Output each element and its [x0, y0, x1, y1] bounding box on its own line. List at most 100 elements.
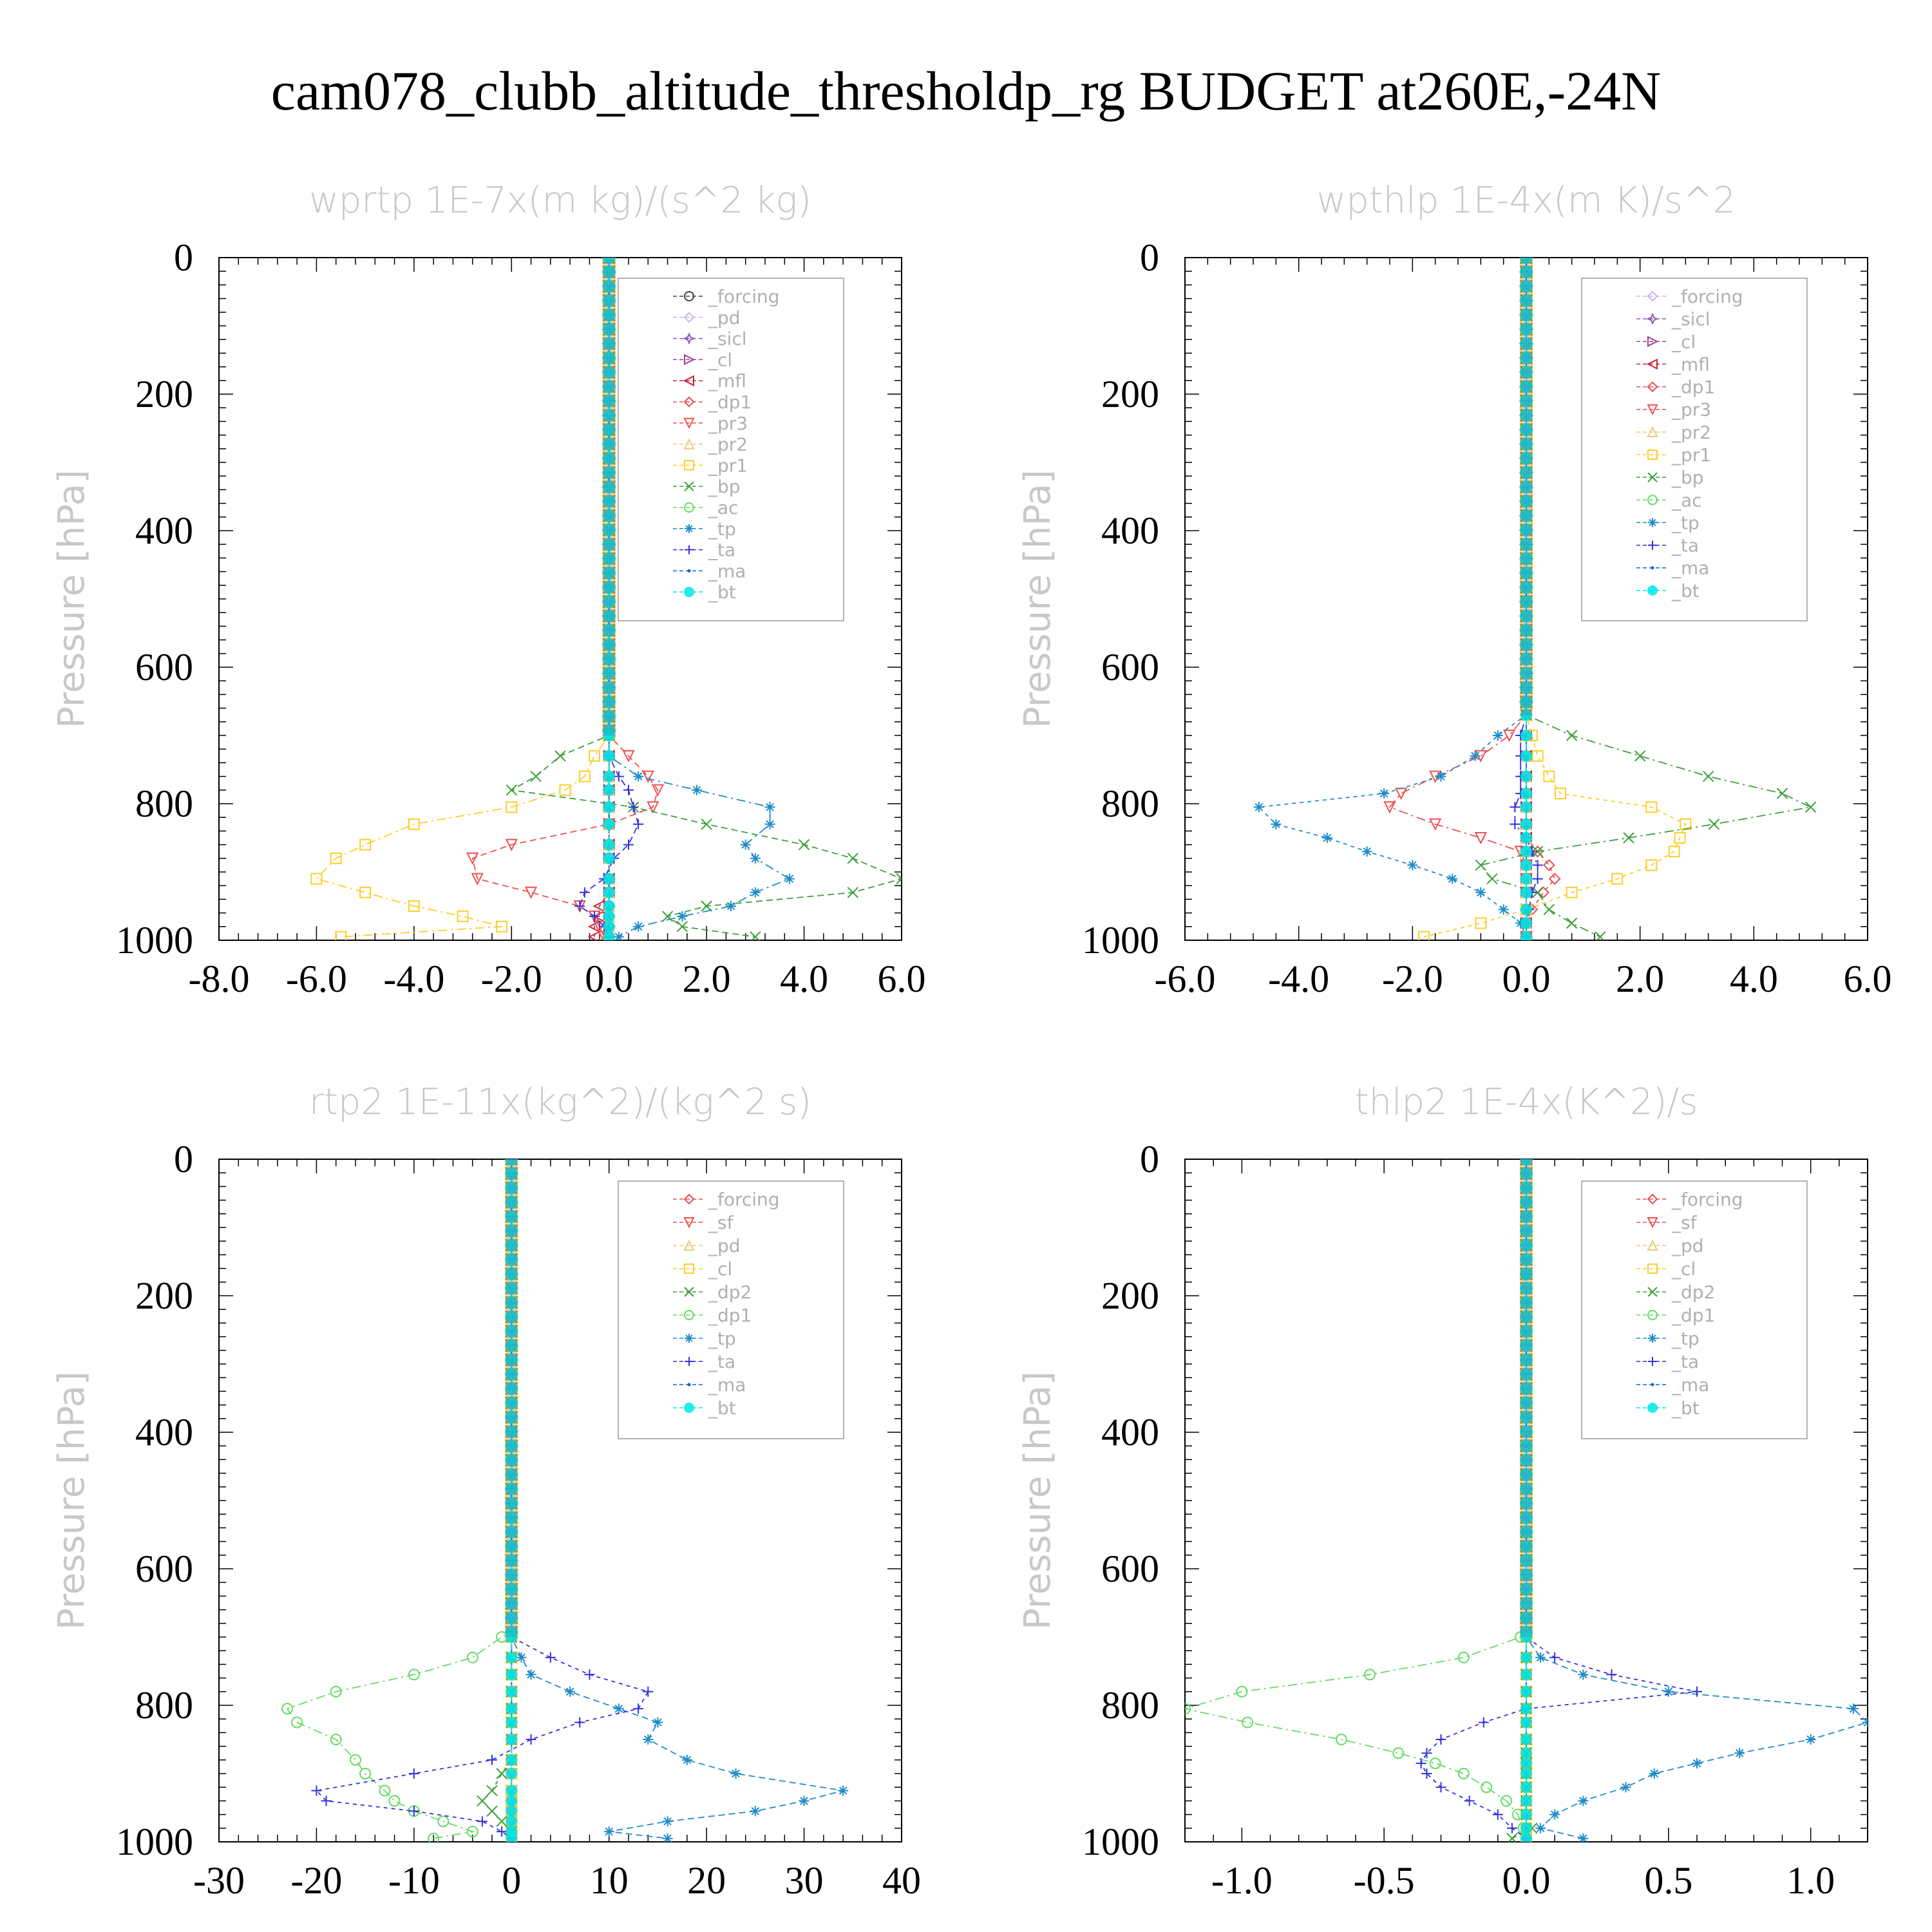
x-tick-label: 0.0: [1502, 1859, 1551, 1902]
legend-label: _sf: [708, 1212, 734, 1233]
data-point: [798, 838, 810, 851]
data-point: [602, 351, 616, 365]
legend-label: _sicl: [708, 328, 747, 350]
data-point: [622, 750, 635, 763]
data-point: [505, 1353, 518, 1367]
x-tick-label: 0.5: [1644, 1859, 1692, 1902]
data-point: [466, 1826, 478, 1838]
data-point: [1520, 1410, 1533, 1424]
data-point: [603, 873, 615, 885]
data-point: [676, 921, 688, 933]
data-point: [1520, 1525, 1533, 1539]
data-point: [1520, 265, 1533, 279]
data-point: [730, 1768, 741, 1779]
data-point: [750, 931, 761, 940]
data-point: [1520, 1195, 1533, 1209]
legend-label: _ac: [1671, 489, 1702, 511]
data-point: [701, 900, 712, 912]
data-point: [350, 1754, 361, 1766]
data-point: [1520, 1238, 1533, 1252]
data-point: [623, 839, 634, 850]
data-point: [408, 1669, 420, 1681]
data-point: [633, 771, 644, 782]
legend-marker: [1648, 1357, 1657, 1366]
data-point: [1520, 1282, 1533, 1295]
y-tick-label: 600: [1101, 646, 1159, 688]
data-point: [1623, 832, 1634, 844]
legend-label: _ma: [708, 560, 746, 582]
data-point: [662, 1816, 673, 1827]
y-tick-label: 600: [135, 646, 193, 688]
data-point: [1520, 859, 1532, 871]
data-point: [408, 1768, 419, 1779]
data-point: [1361, 846, 1372, 857]
data-point: [1531, 845, 1544, 858]
data-point: [1520, 1716, 1532, 1728]
legend-label: _ta: [708, 1351, 735, 1372]
data-point: [1543, 904, 1555, 916]
legend-label: _forcing: [708, 286, 780, 307]
legend-label: _pr3: [708, 413, 748, 434]
data-point: [321, 1795, 332, 1806]
data-point: [602, 265, 616, 279]
legend-label: _pd: [708, 1235, 741, 1256]
data-point: [896, 873, 902, 885]
data-point: [505, 1325, 518, 1338]
legend-marker: [683, 375, 694, 386]
data-point: [1520, 1439, 1533, 1453]
data-point: [1185, 1703, 1191, 1715]
data-point: [1520, 480, 1533, 494]
x-tick-label: -4.0: [383, 958, 444, 1000]
x-tick-label: -10: [388, 1859, 440, 1902]
data-point: [799, 1795, 810, 1806]
data-point: [643, 1734, 654, 1745]
data-point: [1510, 802, 1520, 813]
y-tick-label: 1000: [1082, 919, 1159, 961]
legend-box: [618, 278, 844, 621]
legend-label: _cl: [708, 1258, 732, 1280]
data-point: [1520, 1568, 1533, 1582]
legend-label: _forcing: [1671, 1189, 1743, 1210]
data-point: [1520, 1224, 1533, 1238]
legend-marker: [1647, 404, 1658, 415]
data-point: [1692, 1686, 1702, 1697]
data-point: [506, 1651, 518, 1663]
data-point: [1532, 873, 1543, 884]
legend-marker: [1647, 1239, 1658, 1251]
legend-label: _forcing: [1671, 286, 1743, 307]
data-point: [602, 566, 616, 580]
data-point: [1555, 788, 1566, 800]
data-point: [1418, 931, 1430, 940]
ticks: [218, 257, 902, 941]
y-tick-label: 400: [135, 1411, 193, 1454]
data-point: [1486, 873, 1498, 885]
legend-marker: [683, 332, 696, 345]
y-tick-label: 800: [135, 1684, 193, 1727]
data-point: [602, 638, 616, 652]
legend-label: _tp: [1671, 512, 1700, 533]
y-tick-label: 800: [135, 782, 193, 825]
x-tick-label: -1.0: [1211, 1859, 1273, 1902]
data-point: [1520, 886, 1532, 898]
y-tick-label: 400: [1101, 509, 1159, 552]
legend-label: _bt: [1671, 1397, 1700, 1419]
data-point: [574, 1717, 585, 1728]
data-point: [506, 1785, 518, 1797]
data-point: [1520, 323, 1533, 336]
data-point: [1543, 770, 1555, 782]
data-point: [603, 886, 615, 898]
data-point: [1520, 801, 1532, 813]
data-point: [1520, 437, 1533, 451]
data-point: [496, 1768, 507, 1779]
data-point: [471, 873, 484, 886]
y-tick-label: 400: [1101, 1411, 1159, 1454]
data-point: [506, 1734, 518, 1745]
data-point: [1520, 1597, 1533, 1611]
data-point: [505, 1468, 518, 1481]
legend-label: _bt: [708, 582, 736, 603]
data-point: [1535, 1823, 1546, 1833]
data-point: [602, 366, 616, 379]
data-point: [506, 1805, 518, 1817]
series-line: [509, 258, 902, 938]
